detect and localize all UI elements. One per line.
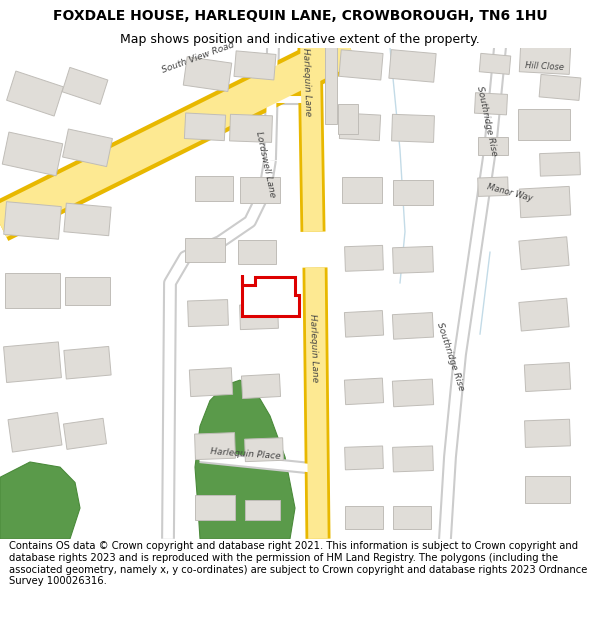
Polygon shape	[524, 419, 571, 447]
Text: Contains OS data © Crown copyright and database right 2021. This information is : Contains OS data © Crown copyright and d…	[9, 541, 587, 586]
Polygon shape	[478, 177, 508, 196]
Polygon shape	[539, 74, 581, 101]
Polygon shape	[241, 374, 281, 399]
Polygon shape	[344, 246, 383, 271]
Polygon shape	[392, 246, 433, 273]
Polygon shape	[520, 43, 571, 74]
Polygon shape	[519, 237, 569, 269]
Polygon shape	[239, 304, 278, 329]
Polygon shape	[242, 275, 299, 316]
Polygon shape	[344, 446, 383, 470]
Polygon shape	[185, 238, 225, 262]
Polygon shape	[525, 476, 570, 503]
Text: Southridge Rise: Southridge Rise	[434, 322, 466, 392]
Polygon shape	[2, 132, 63, 176]
Polygon shape	[344, 378, 383, 404]
Polygon shape	[392, 114, 434, 142]
Polygon shape	[393, 506, 431, 529]
Polygon shape	[5, 272, 60, 309]
Polygon shape	[392, 446, 433, 472]
Polygon shape	[62, 129, 112, 167]
Polygon shape	[194, 432, 235, 459]
Polygon shape	[64, 418, 107, 449]
Polygon shape	[4, 342, 61, 382]
Text: Map shows position and indicative extent of the property.: Map shows position and indicative extent…	[120, 33, 480, 46]
Polygon shape	[338, 104, 358, 134]
Polygon shape	[195, 495, 235, 521]
Polygon shape	[392, 312, 434, 339]
Polygon shape	[195, 380, 295, 539]
Polygon shape	[475, 92, 508, 115]
Polygon shape	[238, 240, 276, 264]
Text: Lordswell Lane: Lordswell Lane	[254, 130, 277, 198]
Polygon shape	[342, 177, 382, 203]
Polygon shape	[325, 42, 337, 124]
Text: South View Road: South View Road	[161, 41, 235, 75]
Polygon shape	[393, 179, 433, 205]
Polygon shape	[344, 311, 383, 337]
Polygon shape	[392, 379, 434, 407]
Polygon shape	[479, 53, 511, 74]
Polygon shape	[188, 299, 229, 327]
Text: Southridge Rise: Southridge Rise	[475, 85, 499, 157]
Polygon shape	[245, 500, 280, 521]
Polygon shape	[539, 152, 580, 176]
Polygon shape	[184, 113, 226, 141]
Text: Manor Way: Manor Way	[486, 182, 534, 203]
Polygon shape	[478, 136, 508, 155]
Polygon shape	[62, 68, 108, 104]
Polygon shape	[389, 49, 436, 82]
Polygon shape	[230, 114, 272, 142]
Polygon shape	[8, 412, 62, 452]
Polygon shape	[65, 277, 110, 306]
Polygon shape	[64, 203, 111, 236]
Text: Harlequin Place: Harlequin Place	[209, 447, 280, 461]
Polygon shape	[240, 177, 280, 203]
Text: Harlequin Lane: Harlequin Lane	[308, 314, 320, 382]
Polygon shape	[190, 368, 233, 397]
Polygon shape	[4, 202, 61, 239]
Polygon shape	[519, 298, 569, 331]
Polygon shape	[195, 176, 233, 201]
Text: Harlequin Lane: Harlequin Lane	[301, 48, 313, 116]
Polygon shape	[345, 506, 383, 529]
Polygon shape	[518, 109, 570, 139]
Polygon shape	[340, 113, 380, 141]
Polygon shape	[234, 51, 276, 80]
Polygon shape	[183, 57, 232, 91]
Polygon shape	[64, 346, 111, 379]
Polygon shape	[7, 71, 64, 116]
Polygon shape	[0, 462, 80, 539]
Text: FOXDALE HOUSE, HARLEQUIN LANE, CROWBOROUGH, TN6 1HU: FOXDALE HOUSE, HARLEQUIN LANE, CROWBOROU…	[53, 9, 547, 24]
Polygon shape	[245, 438, 283, 462]
Polygon shape	[339, 50, 383, 80]
Text: Hill Close: Hill Close	[526, 61, 565, 72]
Polygon shape	[524, 362, 571, 391]
Polygon shape	[520, 186, 571, 218]
